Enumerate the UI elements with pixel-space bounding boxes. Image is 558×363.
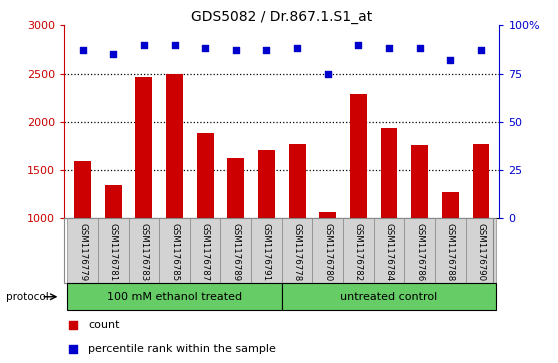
Text: untreated control: untreated control: [340, 292, 437, 302]
Point: [69, 346, 78, 352]
Point: [446, 57, 455, 63]
Bar: [405, 218, 435, 283]
Bar: [159, 218, 190, 283]
Text: protocol: protocol: [6, 292, 49, 302]
Bar: [98, 218, 128, 283]
Point: [292, 46, 301, 52]
Bar: [381, 129, 397, 218]
Bar: [67, 283, 282, 310]
Point: [78, 48, 87, 53]
Text: count: count: [88, 320, 119, 330]
Point: [477, 48, 485, 53]
Point: [140, 42, 148, 48]
Bar: [258, 150, 275, 218]
Text: GSM1176783: GSM1176783: [140, 223, 148, 281]
Point: [232, 48, 240, 53]
Text: GSM1176788: GSM1176788: [446, 223, 455, 281]
Text: GSM1176782: GSM1176782: [354, 223, 363, 281]
Bar: [312, 218, 343, 283]
Text: GSM1176786: GSM1176786: [415, 223, 424, 281]
Point: [323, 70, 332, 76]
Bar: [473, 144, 489, 218]
Bar: [220, 218, 251, 283]
Bar: [288, 144, 306, 218]
Bar: [435, 218, 466, 283]
Bar: [282, 283, 497, 310]
Text: GSM1176784: GSM1176784: [384, 223, 393, 281]
Bar: [228, 158, 244, 218]
Bar: [128, 218, 159, 283]
Bar: [197, 133, 214, 218]
Point: [384, 46, 393, 52]
Bar: [74, 161, 91, 218]
Point: [262, 48, 271, 53]
Bar: [319, 212, 336, 218]
Text: GSM1176785: GSM1176785: [170, 223, 179, 281]
Text: GSM1176781: GSM1176781: [109, 223, 118, 281]
Bar: [136, 77, 152, 218]
Text: 100 mM ethanol treated: 100 mM ethanol treated: [107, 292, 242, 302]
Text: GSM1176789: GSM1176789: [232, 223, 240, 281]
Bar: [343, 218, 374, 283]
Text: GSM1176779: GSM1176779: [78, 223, 87, 281]
Bar: [166, 74, 183, 218]
Bar: [374, 218, 405, 283]
Bar: [411, 145, 428, 218]
Bar: [67, 218, 98, 283]
Bar: [282, 218, 312, 283]
Text: GSM1176787: GSM1176787: [201, 223, 210, 281]
Bar: [105, 185, 122, 218]
Point: [201, 46, 210, 52]
Bar: [442, 192, 459, 218]
Bar: [190, 218, 220, 283]
Title: GDS5082 / Dr.867.1.S1_at: GDS5082 / Dr.867.1.S1_at: [191, 11, 372, 24]
Point: [354, 42, 363, 48]
Point: [69, 322, 78, 328]
Text: percentile rank within the sample: percentile rank within the sample: [88, 344, 276, 354]
Bar: [466, 218, 497, 283]
Point: [109, 51, 118, 57]
Bar: [350, 94, 367, 218]
Point: [170, 42, 179, 48]
Text: GSM1176791: GSM1176791: [262, 223, 271, 281]
Text: GSM1176780: GSM1176780: [323, 223, 332, 281]
Text: GSM1176778: GSM1176778: [292, 223, 302, 281]
Text: GSM1176790: GSM1176790: [477, 223, 485, 281]
Bar: [251, 218, 282, 283]
Point: [415, 46, 424, 52]
